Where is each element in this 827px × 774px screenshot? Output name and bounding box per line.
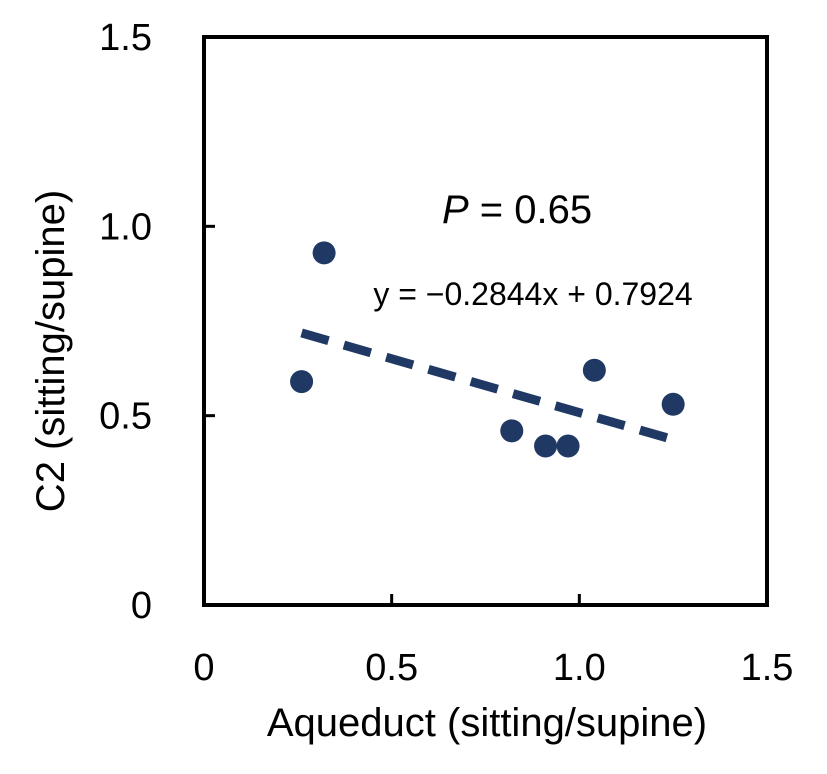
data-point	[534, 434, 558, 458]
y-tick-label: 0.5	[99, 396, 152, 438]
y-axis-title: C2 (sitting/supine)	[29, 190, 73, 512]
data-point	[556, 434, 580, 458]
data-point	[312, 241, 336, 265]
data-point	[582, 358, 606, 382]
plot-frame	[202, 35, 769, 607]
p-value: = 0.65	[469, 188, 592, 232]
y-axis-ticks: 0 0.5 1.0 1.5	[99, 17, 215, 627]
x-tick-label: 0	[193, 647, 214, 689]
data-point	[290, 370, 314, 394]
y-tick-label: 0	[131, 585, 152, 627]
x-axis-ticks: 0 0.5 1.0 1.5	[193, 594, 793, 689]
x-tick-label: 1.5	[741, 647, 794, 689]
x-tick-label: 0.5	[365, 647, 418, 689]
x-axis-title: Aqueduct (sitting/supine)	[267, 701, 707, 745]
data-point	[500, 419, 524, 443]
y-tick-label: 1.5	[99, 17, 152, 59]
y-tick-label: 1.0	[99, 206, 152, 248]
regression-equation: y = −0.2844x + 0.7924	[373, 276, 692, 312]
trendline	[300, 328, 675, 444]
data-point	[661, 392, 685, 416]
x-tick-label: 1.0	[553, 647, 606, 689]
p-label: P	[442, 188, 469, 232]
plot-marks	[290, 241, 685, 458]
p-value-annotation: P = 0.65	[442, 188, 592, 232]
